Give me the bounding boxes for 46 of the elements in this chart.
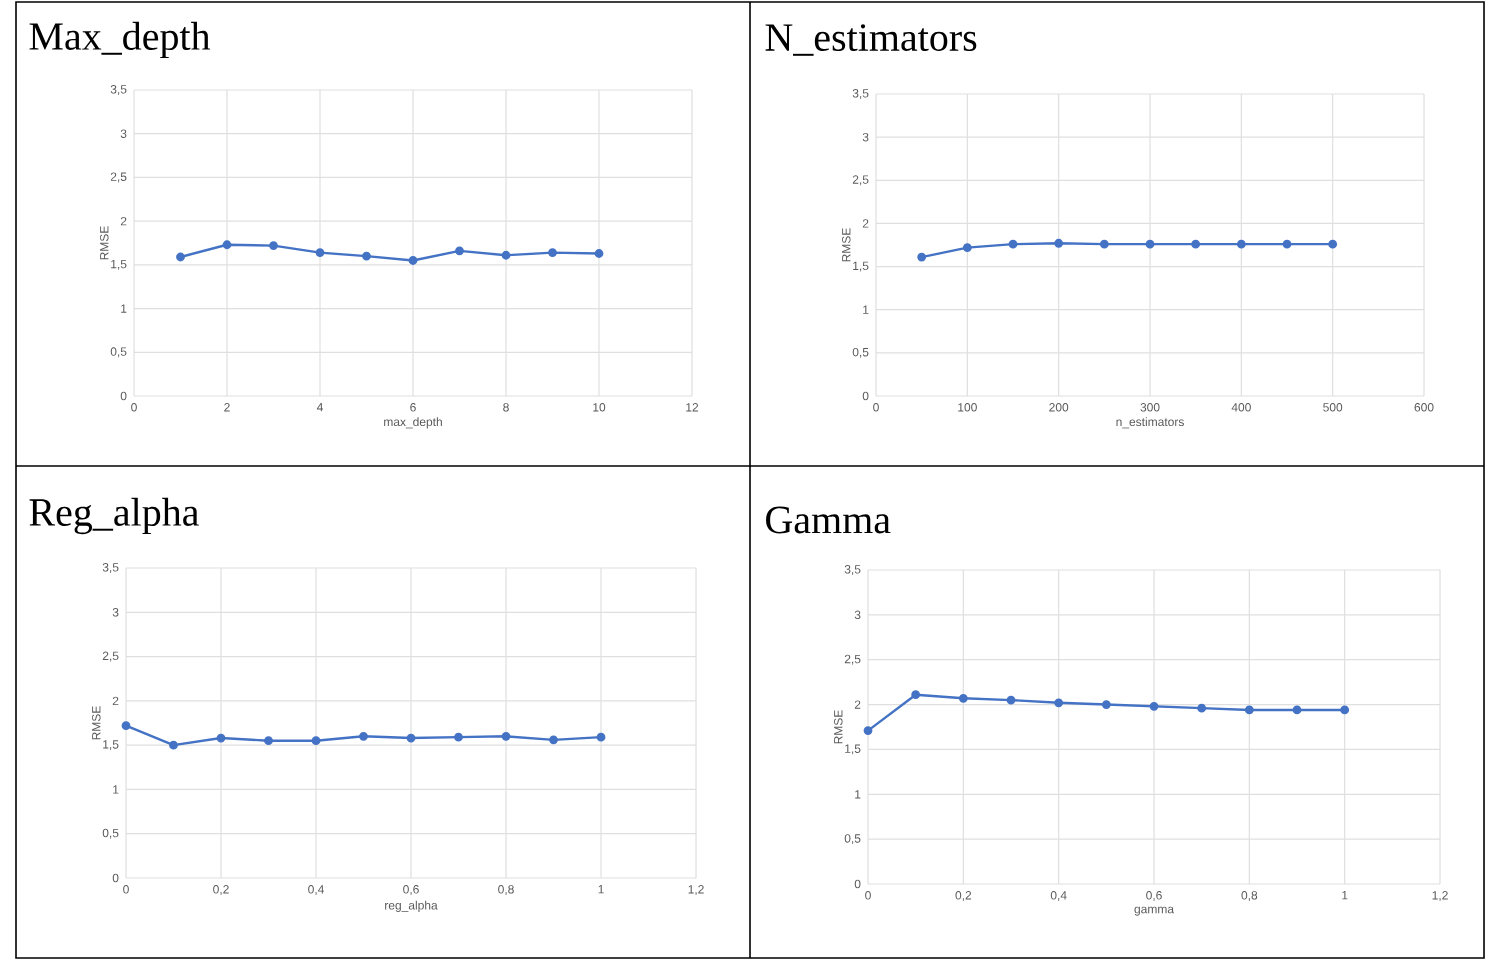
point (454, 732, 463, 742)
point (1191, 239, 1201, 249)
point (549, 735, 558, 745)
point (1006, 695, 1016, 705)
point (1054, 238, 1064, 248)
point (315, 248, 325, 258)
point (406, 733, 416, 743)
point (359, 731, 368, 741)
point (911, 690, 921, 700)
point (594, 249, 604, 258)
point (501, 731, 511, 741)
point (1101, 700, 1111, 709)
point (958, 693, 968, 703)
point (917, 252, 927, 262)
point (1099, 239, 1109, 249)
point (962, 243, 972, 252)
point (501, 250, 511, 260)
chart-title: Reg_alpha (29, 497, 199, 535)
point (216, 733, 226, 743)
point (863, 726, 873, 735)
point (1244, 705, 1254, 715)
point (1282, 239, 1292, 249)
point (1054, 698, 1064, 708)
point (121, 721, 131, 731)
point (1149, 701, 1159, 711)
chart-title: Max_depth (29, 21, 211, 59)
point (1292, 705, 1302, 715)
point (455, 246, 464, 256)
point (1328, 239, 1338, 249)
point (548, 248, 557, 258)
chart-title: N_estimators (765, 24, 977, 56)
point (176, 252, 185, 262)
point (362, 251, 371, 261)
chart-title: Gamma (766, 506, 891, 534)
point (169, 740, 178, 750)
point (222, 240, 232, 250)
point (1145, 239, 1155, 249)
point (1008, 239, 1018, 249)
point (1236, 239, 1246, 249)
point (1197, 703, 1207, 713)
point (408, 256, 418, 265)
point (264, 736, 273, 746)
point (311, 736, 321, 746)
point (269, 241, 278, 251)
point (1340, 705, 1350, 715)
point (596, 732, 606, 742)
